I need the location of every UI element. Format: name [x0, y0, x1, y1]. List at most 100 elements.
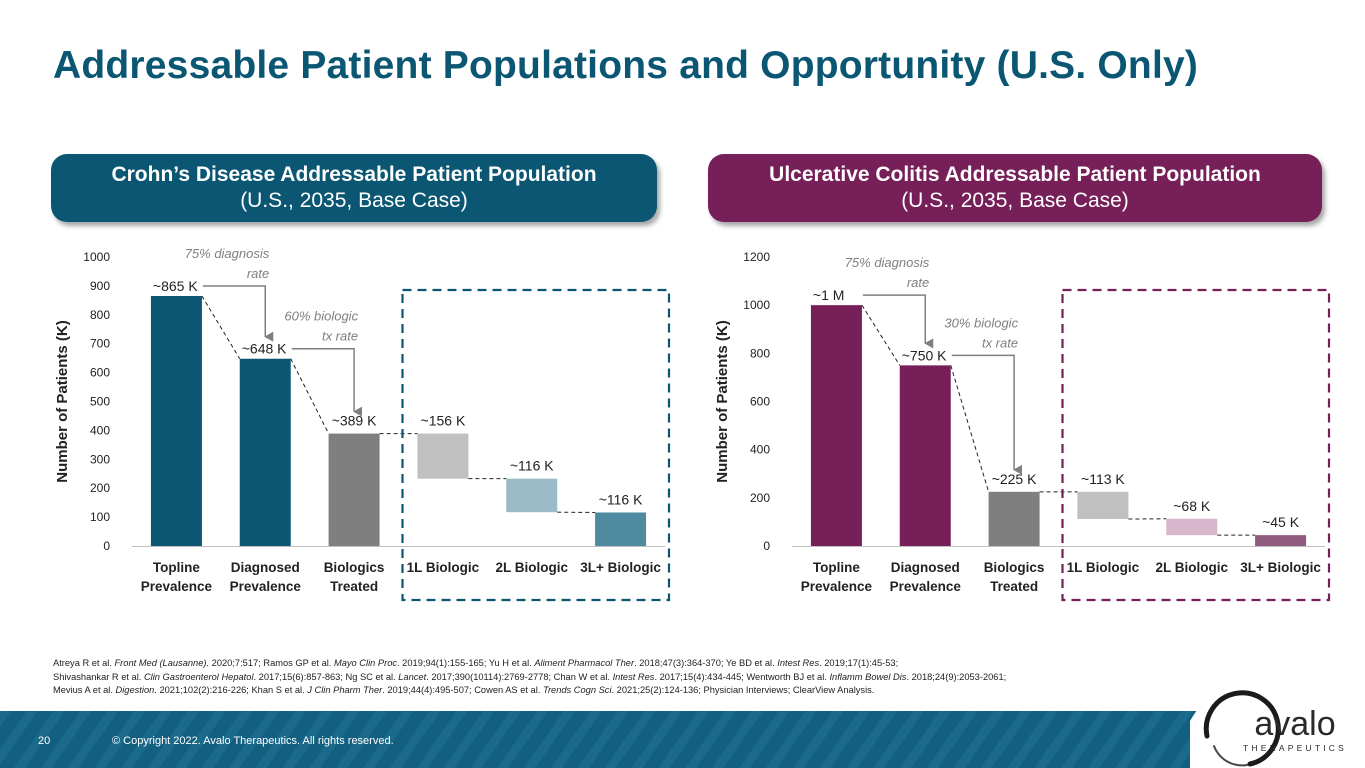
uc-y-axis-label: Number of Patients (K) — [714, 320, 731, 483]
reference-line: Atreya R et al. Front Med (Lausanne). 20… — [53, 657, 1293, 671]
uc-category-label: 3L+ Biologic — [1240, 560, 1321, 575]
crohns-y-tick-label: 900 — [90, 279, 110, 293]
reference-segment: Shivashankar R et al. — [53, 671, 144, 682]
uc-category-label: 1L Biologic — [1067, 560, 1140, 575]
reference-segment: Mayo Clin Proc — [333, 658, 398, 668]
crohns-y-tick-label: 500 — [90, 395, 110, 409]
uc-category-label: Prevalence — [890, 579, 962, 594]
uc-value-label: ~750 K — [902, 347, 947, 363]
crohns-value-label: ~648 K — [242, 341, 287, 357]
uc-category-label: Biologics — [984, 560, 1045, 575]
crohns-value-label: ~116 K — [599, 491, 643, 507]
crohns-bar-2 — [239, 358, 291, 546]
reference-segment: . 2021;102(2):216-226; Khan S et al. — [154, 685, 308, 696]
uc-chart-svg: Number of Patients (K) 0 200 400 600 800 1000 1… — [714, 250, 1331, 602]
crohns-connector-line — [290, 358, 330, 434]
uc-bar-3 — [988, 491, 1040, 546]
crohns-annotation-text: 75% diagnosis — [185, 246, 270, 261]
uc-annotation-text: rate — [907, 275, 929, 290]
uc-annotation-text: 75% diagnosis — [845, 255, 930, 270]
uc-y-tick-label: 1000 — [743, 298, 770, 312]
reference-segment: Mevius A et al. — [53, 685, 116, 696]
copyright-text: © Copyright 2022. Avalo Therapeutics. Al… — [112, 735, 394, 747]
uc-bar-6 — [1255, 535, 1307, 546]
crohns-annotation-text: 60% biologic — [284, 309, 358, 324]
reference-segment: 2020;7:517; Ramos GP et al. — [209, 658, 334, 668]
crohns-bar-5 — [506, 478, 558, 513]
reference-segment: Lancet — [398, 671, 427, 682]
crohns-value-label: ~156 K — [421, 413, 466, 429]
avalo-logo: avalo THERAPEUTICS — [1190, 666, 1365, 768]
crohns-category-label: 3L+ Biologic — [580, 560, 661, 575]
uc-bar-1 — [810, 305, 862, 546]
crohns-annotation-text: tx rate — [322, 329, 358, 344]
avalo-logo-svg: avalo THERAPEUTICS — [1190, 666, 1365, 768]
reference-segment: Clin Gastroenterol Hepatol — [143, 671, 254, 682]
crohns-bar-6 — [595, 512, 647, 546]
uc-annotation-text: tx rate — [982, 335, 1018, 350]
reference-segment: . 2018;24(9):2053-2061; — [906, 671, 1007, 682]
reference-segment: . 2017;390(10114):2769-2778; Chan W et a… — [426, 671, 613, 682]
crohns-connector-line — [201, 295, 241, 359]
page-title: Addressable Patient Populations and Oppo… — [53, 44, 1199, 87]
reference-segment: J Clin Pharm Ther — [307, 685, 383, 696]
uc-y-tick-label: 800 — [750, 346, 770, 360]
crohns-y-tick-label: 1000 — [83, 250, 110, 264]
crohns-annotation-arrow — [291, 347, 363, 417]
page-number: 20 — [38, 735, 51, 747]
logo-ring-icon — [1203, 690, 1281, 767]
crohns-value-label: ~116 K — [510, 458, 554, 474]
crohns-bar-1 — [150, 296, 202, 546]
crohns-annotation-text: rate — [247, 266, 269, 281]
crohns-bar-4 — [417, 433, 469, 479]
uc-value-label: ~68 K — [1173, 498, 1211, 514]
crohns-banner: Crohn’s Disease Addressable Patient Popu… — [51, 154, 657, 222]
uc-banner: Ulcerative Colitis Addressable Patient P… — [708, 154, 1322, 222]
crohns-banner-subtitle: (U.S., 2035, Base Case) — [240, 189, 468, 212]
uc-bar-4 — [1077, 491, 1129, 520]
reference-segment: Trends Cogn Sci — [542, 685, 612, 696]
uc-y-tick-label: 200 — [750, 491, 770, 505]
uc-banner-title: Ulcerative Colitis Addressable Patient P… — [769, 163, 1261, 186]
logo-ring-stroke — [1213, 745, 1257, 767]
uc-annotation-arrow — [862, 294, 934, 349]
crohns-category-label: Treated — [330, 579, 378, 594]
reference-segment: . 2021;25(2):124-136; Physician Intervie… — [611, 685, 875, 696]
reference-segment: . 2018;47(3):364-370; Ye BD et al. — [634, 658, 778, 668]
uc-category-label: Treated — [990, 579, 1038, 594]
reference-segment: Front Med (Lausanne). — [114, 658, 210, 668]
crohns-y-tick-label: 200 — [90, 481, 110, 495]
reference-segment: Inflamm Bowel Dis — [829, 671, 907, 682]
reference-segment: . 2019;94(1):155-165; Yu H et al. — [397, 658, 535, 668]
crohns-category-label: Prevalence — [141, 579, 213, 594]
uc-bar-2 — [899, 365, 951, 546]
uc-y-tick-label: 600 — [750, 395, 770, 409]
uc-banner-subtitle: (U.S., 2035, Base Case) — [901, 189, 1129, 212]
crohns-category-label: Topline — [153, 560, 200, 575]
uc-y-tick-label: 1200 — [743, 250, 770, 264]
reference-segment: Intest Res — [612, 671, 655, 682]
uc-value-label: ~45 K — [1262, 514, 1300, 530]
crohns-y-tick-label: 400 — [90, 423, 110, 437]
uc-y-tick-label: 400 — [750, 443, 770, 457]
uc-value-label: ~225 K — [992, 471, 1037, 487]
reference-segment: Aliment Pharmacol Ther — [534, 658, 635, 668]
crohns-y-tick-label: 800 — [90, 308, 110, 322]
uc-value-label: ~1 M — [813, 287, 845, 303]
crohns-chart: Number of Patients (K) 0 100 200 300 400 500 60… — [40, 240, 671, 610]
logo-tagline: THERAPEUTICS — [1243, 743, 1347, 753]
uc-category-label: Topline — [813, 560, 860, 575]
reference-segment: . 2017;15(4):434-445; Wentworth BJ et al… — [654, 671, 830, 682]
uc-connector-line — [861, 304, 901, 366]
crohns-y-tick-label: 100 — [90, 510, 110, 524]
reference-segment: Intest Res — [777, 658, 820, 668]
reference-line: Mevius A et al. Digestion. 2021;102(2):2… — [53, 684, 1293, 698]
crohns-banner-title: Crohn’s Disease Addressable Patient Popu… — [111, 163, 597, 186]
uc-value-label: ~113 K — [1081, 471, 1125, 487]
reference-segment: . 2017;15(6):857-863; Ng SC et al. — [253, 671, 399, 682]
uc-chart: Number of Patients (K) 0 200 400 600 800 1000 1… — [700, 240, 1331, 610]
crohns-category-label: Prevalence — [230, 579, 302, 594]
crohns-value-label: ~865 K — [153, 278, 198, 294]
uc-highlight-box — [1061, 288, 1331, 602]
crohns-category-label: 1L Biologic — [407, 560, 480, 575]
